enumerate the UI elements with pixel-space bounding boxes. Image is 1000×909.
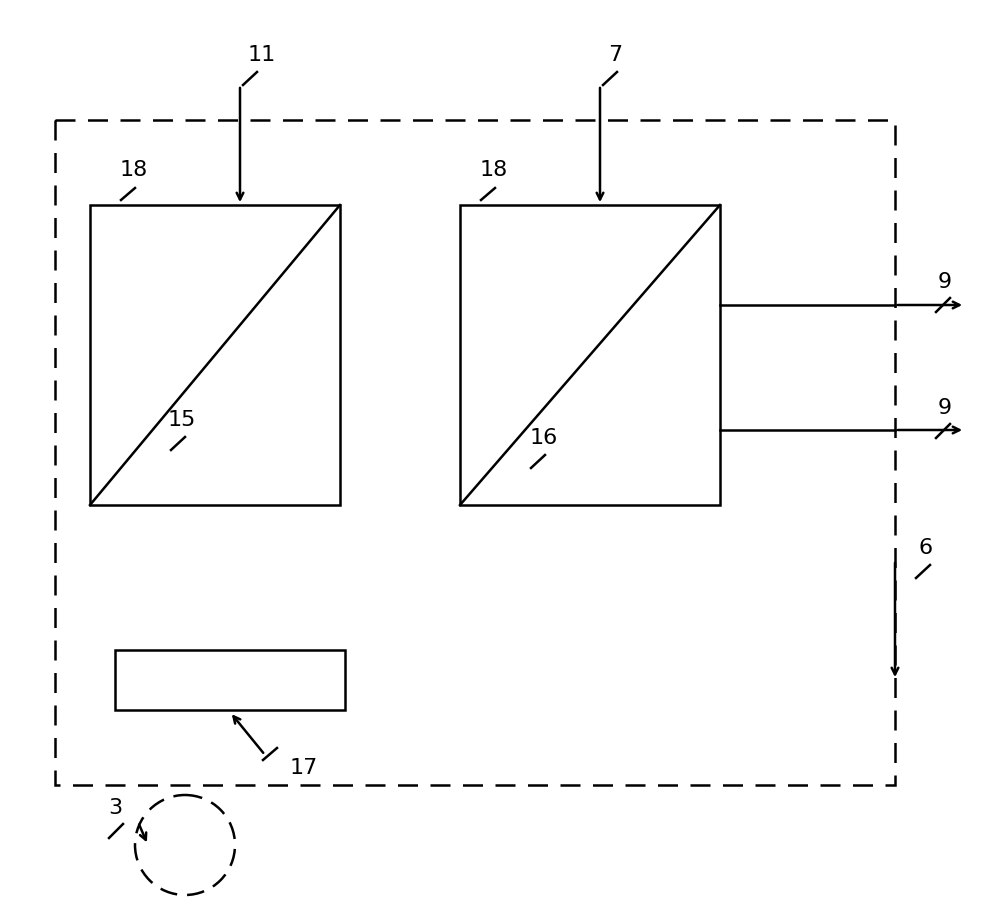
Bar (55, 120, 895, 785)
Text: 9: 9 (938, 398, 952, 418)
Bar (90, 205, 340, 505)
Text: 18: 18 (120, 160, 148, 180)
Text: 7: 7 (608, 45, 622, 65)
Text: 11: 11 (248, 45, 276, 65)
Text: 3: 3 (108, 798, 122, 818)
Text: 9: 9 (938, 272, 952, 292)
Text: 16: 16 (530, 428, 558, 448)
Bar (115, 650, 345, 710)
Bar (460, 205, 720, 505)
Text: 6: 6 (918, 538, 932, 558)
Text: 15: 15 (168, 410, 196, 430)
Text: 17: 17 (290, 758, 318, 778)
Text: 18: 18 (480, 160, 508, 180)
